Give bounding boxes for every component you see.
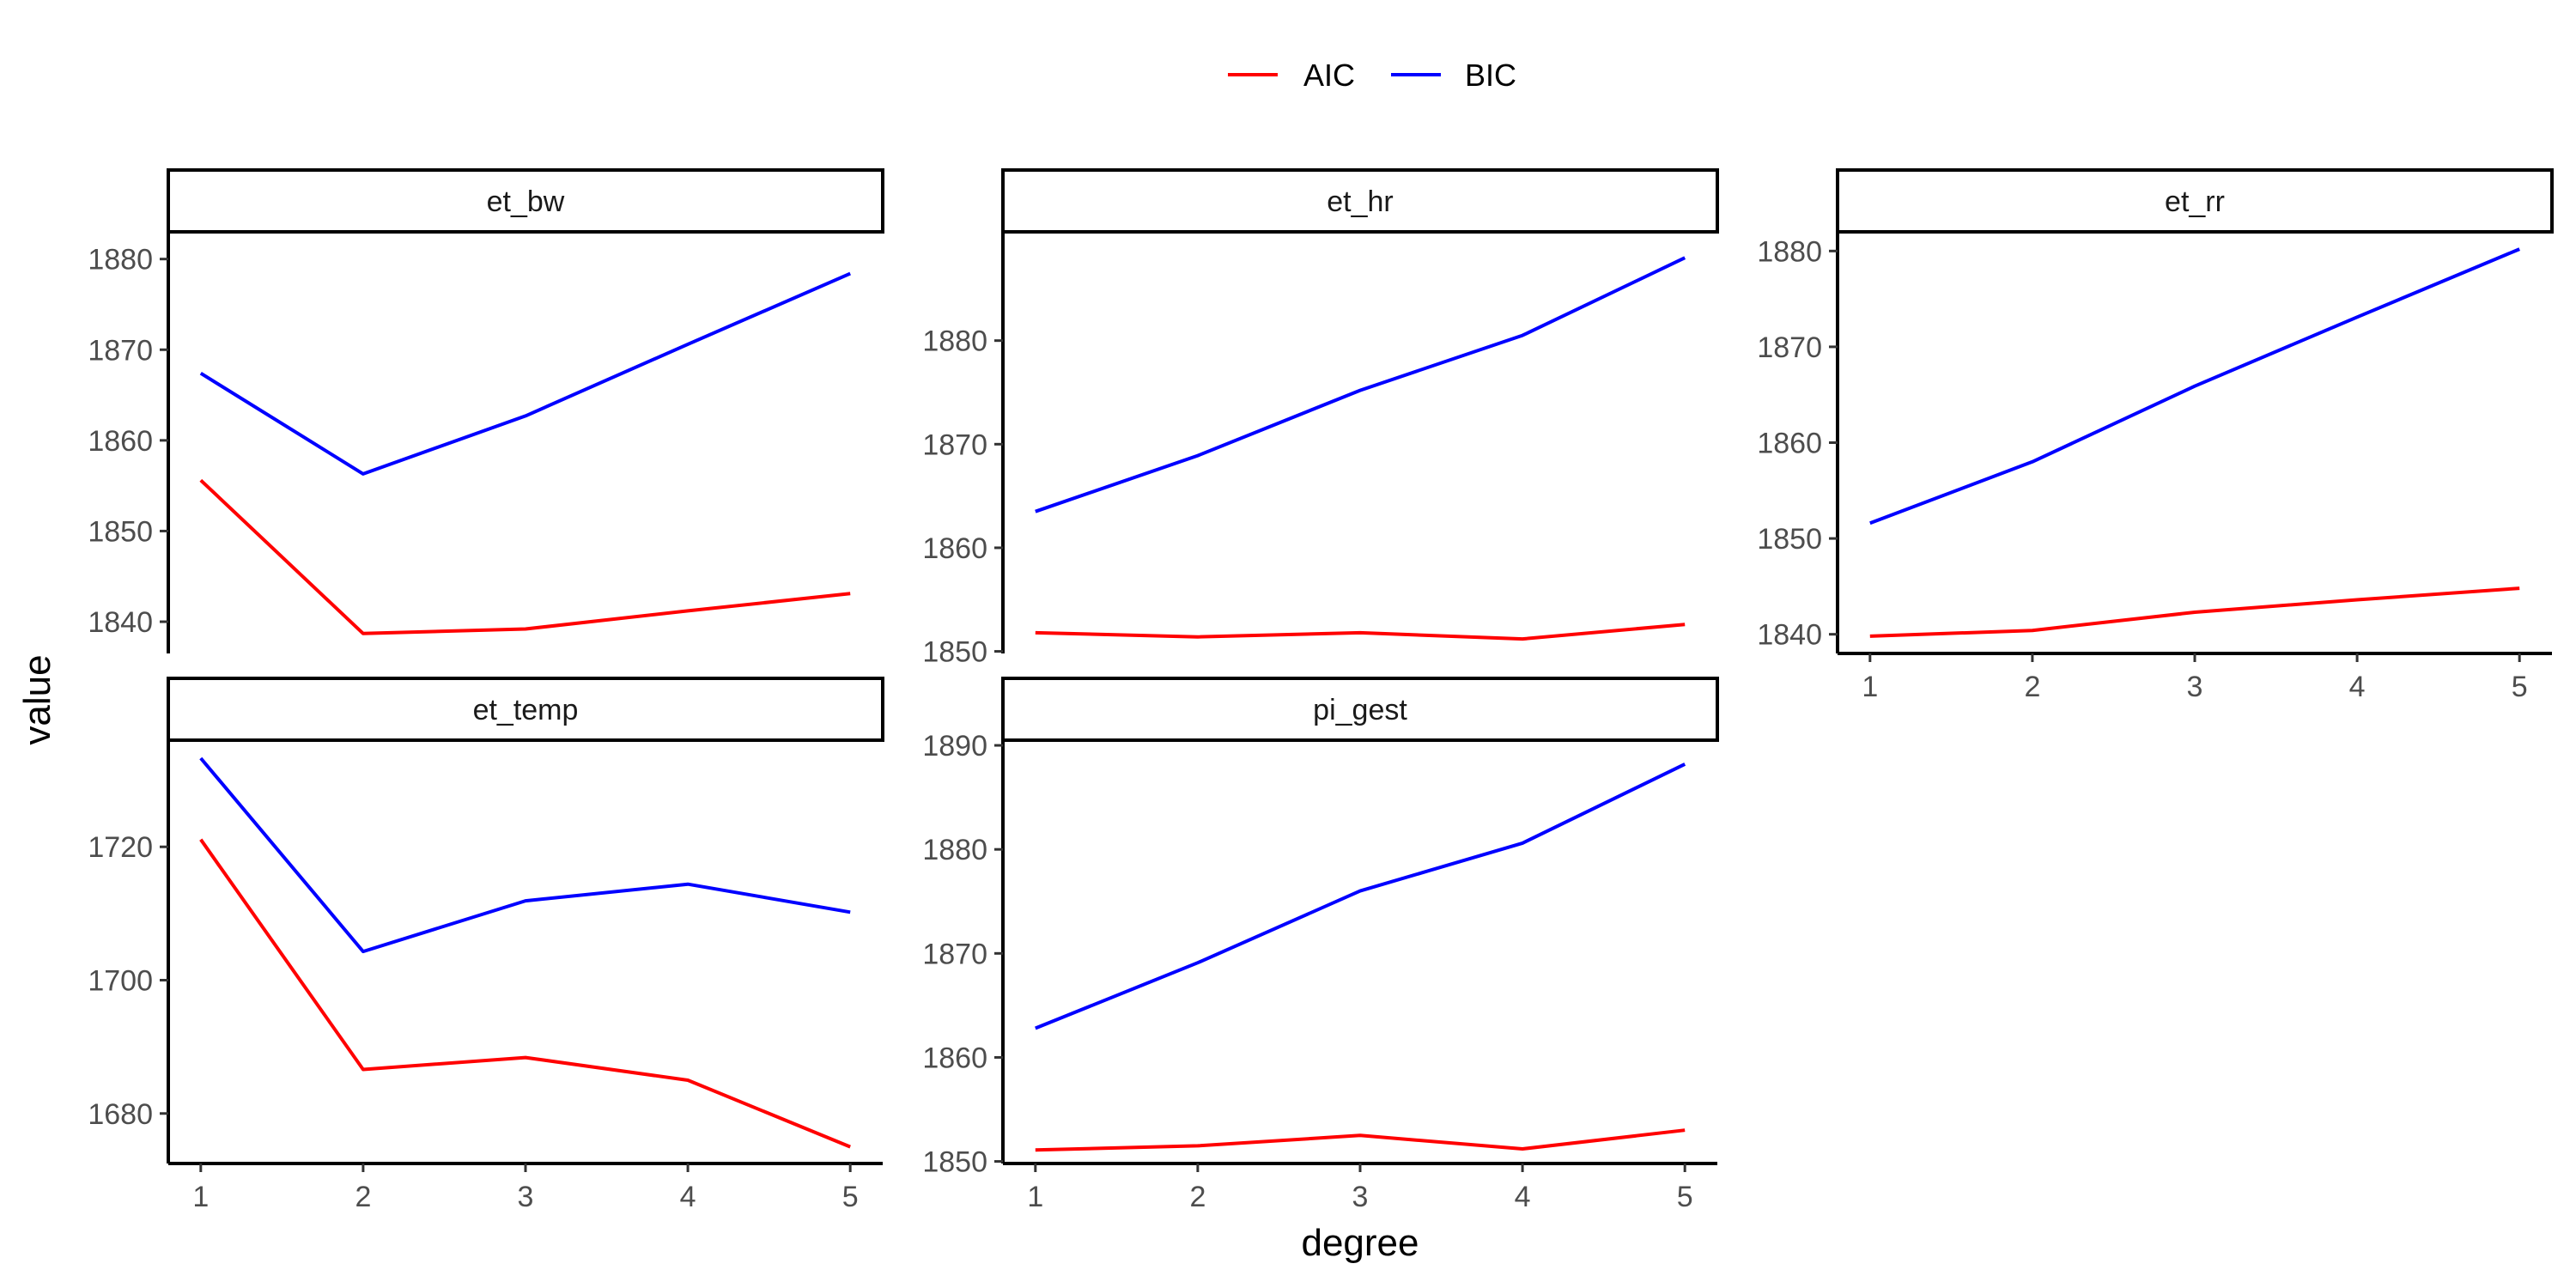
x-tick-label: 2 (1189, 1181, 1206, 1213)
x-tick-label: 1 (192, 1181, 209, 1213)
y-tick-label: 1880 (922, 325, 987, 358)
facet-panel-et_rr: et_rr 1840 1850 1860 1870 1880 1 2 3 4 5 (1757, 168, 2554, 703)
facet-strip-label: et_bw (487, 185, 565, 218)
x-tick-label: 5 (2512, 671, 2528, 703)
y-tick-label: 1870 (922, 938, 987, 970)
facet-strip-label: et_hr (1327, 185, 1394, 218)
x-tick-label: 5 (1677, 1181, 1693, 1213)
series-line-bic (1035, 256, 1686, 513)
facet-strip (167, 677, 884, 742)
facet-strip-label: et_temp (473, 694, 579, 726)
series-line-bic (1869, 247, 2520, 526)
x-tick-label: 4 (2349, 671, 2366, 703)
y-tick-label: 1880 (922, 834, 987, 866)
y-tick-label: 1840 (1757, 619, 1822, 652)
y-tick-label: 1850 (1757, 523, 1822, 556)
legend-label-aic: AIC (1303, 58, 1355, 93)
y-tick-label: 1880 (88, 244, 153, 276)
x-tick-label: 4 (680, 1181, 696, 1213)
y-tick-label: 1860 (922, 1042, 987, 1074)
y-tick-label: 1840 (88, 606, 153, 639)
x-tick-label: 2 (355, 1181, 371, 1213)
x-tick-label: 1 (1862, 671, 1878, 703)
facet-strip (1001, 677, 1719, 742)
legend-label-bic: BIC (1465, 58, 1516, 93)
x-axis-title: degree (1301, 1222, 1419, 1264)
legend: AIC BIC (1228, 58, 1516, 93)
series-line-aic (1869, 586, 2520, 638)
series-line-bic (1035, 762, 1686, 1030)
y-tick-label: 1860 (1757, 428, 1822, 460)
facet-panel-et_hr: et_hr 1850 1860 1870 1880 (922, 168, 1719, 669)
y-tick-label: 1870 (1757, 331, 1822, 364)
series-line-aic (199, 838, 851, 1149)
y-tick-label: 1890 (922, 730, 987, 762)
y-tick-label: 1870 (922, 428, 987, 461)
y-tick-label: 1860 (922, 532, 987, 565)
y-tick-label: 1880 (1757, 235, 1822, 268)
series-line-bic (199, 271, 851, 476)
series-line-aic (199, 478, 851, 635)
y-tick-label: 1680 (88, 1098, 153, 1131)
y-tick-label: 1850 (88, 515, 153, 548)
y-tick-label: 1870 (88, 334, 153, 367)
y-axis-title: value (16, 654, 58, 744)
y-tick-label: 1700 (88, 964, 153, 997)
x-tick-label: 4 (1515, 1181, 1531, 1213)
y-tick-label: 1850 (922, 1146, 987, 1179)
x-tick-label: 2 (2024, 671, 2040, 703)
x-tick-label: 3 (1352, 1181, 1369, 1213)
x-tick-label: 5 (842, 1181, 859, 1213)
series-line-aic (1035, 1128, 1686, 1152)
x-tick-label: 3 (518, 1181, 534, 1213)
x-tick-label: 3 (2187, 671, 2203, 703)
y-tick-label: 1850 (922, 636, 987, 669)
facet-panel-et_bw: et_bw 1840 1850 1860 1870 1880 (88, 168, 884, 653)
y-tick-label: 1860 (88, 425, 153, 458)
series-line-bic (199, 756, 851, 954)
facet-strip (1001, 168, 1719, 234)
facet-strip-label: pi_gest (1313, 694, 1407, 726)
facet-strip-label: et_rr (2165, 185, 2225, 218)
y-tick-label: 1720 (88, 831, 153, 864)
series-line-aic (1035, 623, 1686, 641)
x-tick-label: 1 (1027, 1181, 1043, 1213)
facet-strip (1836, 168, 2554, 234)
facet-strip (167, 168, 884, 234)
facet-panel-pi_gest: pi_gest 1850 1860 1870 1880 1890 1 2 3 4 5 (922, 677, 1719, 1213)
facet-panel-et_temp: et_temp 1680 1700 1720 1 2 3 4 5 (88, 677, 884, 1213)
